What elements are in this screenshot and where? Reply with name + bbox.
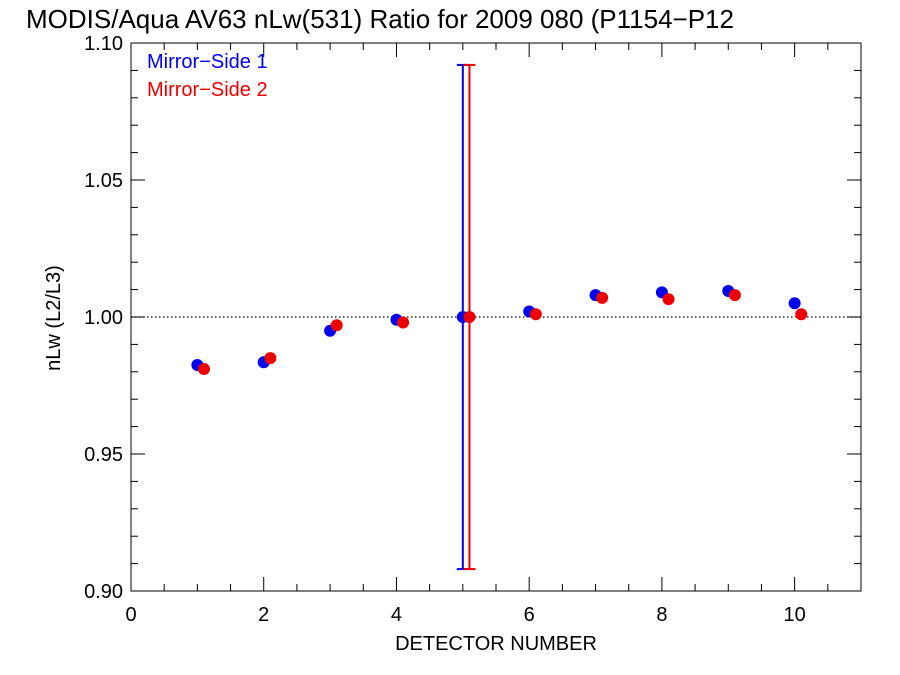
tick-layer: 0 2 4 6 8 10 0.90 0.95 1.00 1.05 1.10 <box>84 33 861 626</box>
data-point-series-2 <box>728 289 741 302</box>
y-tick-label: 1.00 <box>84 307 123 329</box>
chart-title: MODIS/Aqua AV63 nLw(531) Ratio for 2009 … <box>26 4 734 34</box>
data-point-series-2 <box>330 319 343 332</box>
y-tick-label: 0.90 <box>84 581 123 603</box>
legend: Mirror−Side 1 Mirror−Side 2 <box>147 51 268 101</box>
data-point-series-2 <box>795 308 808 321</box>
data-point-series-2 <box>463 311 476 323</box>
legend-entry-series-1: Mirror−Side 1 <box>147 51 268 73</box>
data-point-series-2 <box>662 293 675 306</box>
x-tick-label: 6 <box>524 604 535 626</box>
x-axis-title: DETECTOR NUMBER <box>395 633 597 655</box>
data-point-series-2 <box>529 308 542 321</box>
y-tick-label: 1.10 <box>84 33 123 55</box>
y-axis-title: nLw (L2/L3) <box>43 265 65 371</box>
y-tick-label: 0.95 <box>84 444 123 466</box>
x-tick-label: 0 <box>125 604 136 626</box>
data-points-layer <box>191 284 808 376</box>
data-point-series-1 <box>788 297 801 310</box>
data-point-series-2 <box>596 291 609 304</box>
x-tick-label: 2 <box>258 604 269 626</box>
data-point-series-2 <box>397 316 410 329</box>
x-tick-label: 4 <box>391 604 402 626</box>
y-tick-label: 1.05 <box>84 170 123 192</box>
legend-entry-series-2: Mirror−Side 2 <box>147 79 268 101</box>
x-tick-label: 10 <box>784 604 806 626</box>
data-point-series-2 <box>198 363 210 376</box>
x-tick-label: 8 <box>656 604 667 626</box>
data-point-series-2 <box>264 352 277 365</box>
